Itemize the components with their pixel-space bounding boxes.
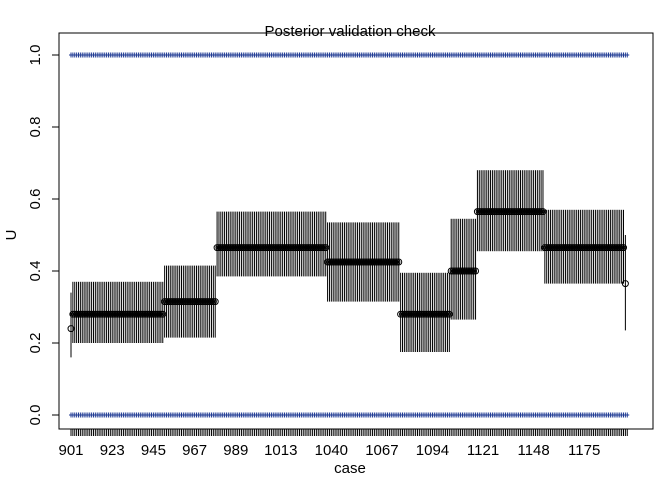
median-point — [159, 310, 167, 318]
median-point — [318, 244, 326, 252]
median-point — [616, 244, 624, 252]
x-tick-label: 1013 — [264, 442, 297, 459]
chart-title: Posterior validation check — [265, 23, 436, 40]
median-point — [320, 244, 328, 252]
median-point — [322, 244, 330, 252]
median-layer — [67, 208, 629, 333]
median-point — [470, 267, 478, 275]
median-point — [537, 208, 545, 216]
x-tick-label: 1067 — [365, 442, 398, 459]
median-point — [209, 298, 217, 306]
median-point — [211, 298, 219, 306]
median-point — [443, 310, 451, 318]
x-tick-label: 901 — [58, 442, 83, 459]
median-point — [468, 267, 476, 275]
median-point — [395, 258, 403, 266]
x-axis-label: case — [334, 460, 366, 477]
median-point — [621, 280, 629, 288]
median-point — [157, 310, 165, 318]
y-axis-label: U — [3, 230, 20, 241]
x-tick-label: 967 — [182, 442, 207, 459]
x-tick-label: 1094 — [416, 442, 449, 459]
median-point — [67, 325, 75, 333]
axes-layer: 0.0 0.2 0.4 0.6 0.8 1.0 901 923 945 967 989 1013 104… — [27, 45, 628, 459]
y-tick-label: 0.4 — [27, 261, 44, 282]
median-point — [391, 258, 399, 266]
x-tick-label: 1148 — [517, 442, 549, 459]
median-point — [539, 208, 547, 216]
median-point — [207, 298, 215, 306]
x-tick-label: 1121 — [467, 442, 499, 459]
median-point — [618, 244, 626, 252]
x-tick-label: 1175 — [568, 442, 600, 459]
median-point — [472, 267, 480, 275]
median-point — [535, 208, 543, 216]
y-tick-label: 0.8 — [27, 117, 44, 138]
median-point — [442, 310, 450, 318]
median-point — [393, 258, 401, 266]
x-tick-label: 1040 — [315, 442, 348, 459]
y-tick-label: 0.2 — [27, 333, 44, 354]
median-point — [155, 310, 163, 318]
y-tick-label: 0.0 — [27, 405, 44, 426]
y-tick-label: 1.0 — [27, 45, 44, 66]
observed-layer — [69, 52, 630, 418]
x-tick-label: 945 — [141, 442, 166, 459]
median-point — [620, 244, 628, 252]
y-tick-label: 0.6 — [27, 189, 44, 210]
x-tick-label: 989 — [223, 442, 248, 459]
median-point — [445, 310, 453, 318]
x-tick-label: 923 — [100, 442, 125, 459]
